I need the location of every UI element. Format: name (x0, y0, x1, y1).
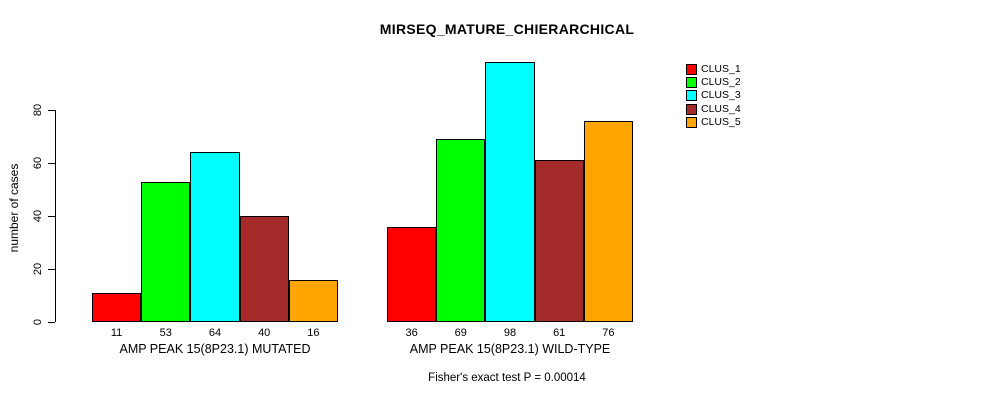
bar-value-label: 11 (110, 327, 123, 339)
legend-swatch-clus_2 (686, 77, 697, 89)
bar-value-label: 61 (553, 327, 566, 339)
bar-value-label: 64 (208, 327, 222, 339)
legend-swatch-clus_1 (686, 64, 697, 75)
y-tick-label: 60 (32, 156, 44, 170)
bar-clus_4-group2 (534, 160, 584, 322)
bar-clus_2-group2 (436, 139, 486, 322)
y-tick-mark (48, 109, 55, 111)
bar-clus_2-group1 (141, 181, 191, 322)
bar-value-label: 36 (405, 327, 418, 339)
legend-label: CLUS_5 (701, 115, 741, 128)
y-tick-mark (48, 268, 55, 270)
bar-clus_1-group2 (387, 226, 437, 322)
y-tick-label: 20 (32, 262, 44, 276)
bar-value-label: 53 (159, 327, 172, 339)
bar-value-label: 76 (602, 327, 615, 339)
bar-clus_5-group2 (583, 120, 633, 322)
bar-value-label: 40 (258, 327, 271, 339)
y-tick-label: 80 (32, 103, 44, 117)
legend-label: CLUS_4 (701, 102, 741, 115)
group-label: AMP PEAK 15(8P23.1) WILD-TYPE (409, 342, 611, 356)
bar-value-label: 98 (503, 327, 517, 339)
y-tick-mark (48, 162, 55, 164)
bar-clus_3-group1 (190, 152, 240, 322)
bar-clus_5-group1 (288, 279, 338, 322)
y-tick-label: 40 (32, 209, 44, 223)
y-tick-mark (48, 321, 55, 323)
legend-swatch-clus_3 (686, 90, 697, 102)
chart-title: MIRSEQ_MATURE_CHIERARCHICAL (379, 21, 635, 37)
y-axis-line (55, 110, 56, 322)
bar-clus_4-group1 (239, 216, 289, 322)
legend-label: CLUS_3 (701, 89, 741, 102)
legend-swatch-clus_4 (686, 103, 697, 115)
legend-swatch-clus_5 (686, 116, 697, 128)
annotation-fisher-test: Fisher's exact test P = 0.00014 (428, 372, 586, 384)
y-axis-label: number of cases (7, 163, 21, 253)
bar-clus_3-group2 (485, 62, 535, 322)
bar-value-label: 16 (307, 327, 320, 339)
legend-label: CLUS_2 (701, 76, 741, 89)
bar-clus_1-group1 (92, 292, 142, 322)
y-tick-label: 0 (32, 318, 44, 326)
group-label: AMP PEAK 15(8P23.1) MUTATED (119, 342, 311, 356)
legend-label: CLUS_1 (701, 63, 741, 75)
y-tick-mark (48, 215, 55, 217)
bar-value-label: 69 (454, 327, 467, 339)
